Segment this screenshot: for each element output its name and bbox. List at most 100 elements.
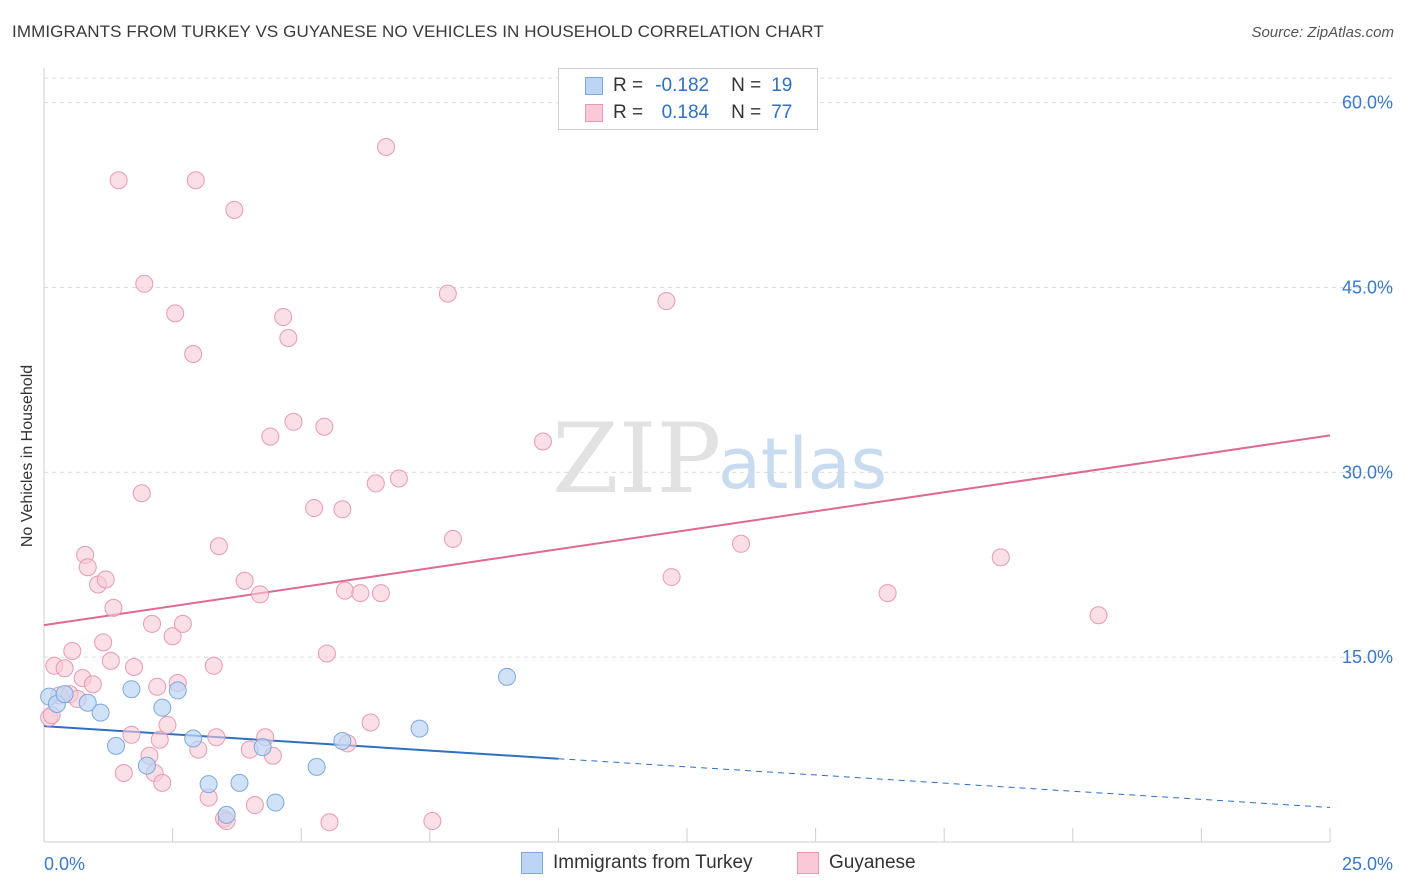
legend-label-turkey: Immigrants from Turkey [553,852,753,873]
legend-item-guyanese: Guyanese [797,852,916,874]
point-turkey [230,773,249,792]
y-tick-labels: 15.0% 30.0% 45.0% 60.0% [1342,93,1393,668]
source-credit: Source: ZipAtlas.com [1251,24,1394,41]
point-guyanese [109,171,128,190]
legend-row-turkey: R = -0.182 N = 19 [585,73,792,99]
point-guyanese [209,537,228,556]
point-guyanese [662,568,681,587]
point-guyanese [320,813,339,832]
point-guyanese [104,598,123,617]
point-turkey [107,736,126,755]
point-guyanese [204,656,223,675]
point-turkey [168,681,187,700]
data-points [40,138,1108,832]
legend-swatch-turkey [521,852,543,874]
point-guyanese [207,728,226,747]
point-guyanese [158,715,177,734]
point-turkey [91,703,110,722]
legend-r-value-turkey: -0.182 [655,75,710,96]
point-turkey [217,805,236,824]
point-guyanese [657,292,676,311]
y-tick-label: 45.0% [1342,277,1393,297]
legend-row-guyanese: R = 0.184 N = 77 [585,100,792,126]
point-guyanese [153,773,172,792]
point-guyanese [96,570,115,589]
point-guyanese [274,308,293,327]
legend-label-guyanese: Guyanese [829,852,916,873]
legend-r-label: R = [613,102,644,123]
point-guyanese [251,585,270,604]
point-guyanese [305,499,324,518]
point-guyanese [351,584,370,603]
point-guyanese [225,200,244,219]
legend-swatch-guyanese [585,104,603,122]
correlation-legend: R = -0.182 N = 19 R = 0.184 N = 77 [558,68,818,130]
point-guyanese [361,713,380,732]
x-tick-label-max: 25.0% [1342,854,1393,874]
point-turkey [410,719,429,738]
watermark-zip: ZIP [552,403,721,515]
point-guyanese [83,675,102,694]
point-guyanese [533,432,552,451]
point-guyanese [261,427,280,446]
legend-r-label: R = [613,75,644,96]
point-guyanese [245,796,264,815]
legend-n-label: N = [731,75,762,96]
trend-line-turkey-extrapolated [558,758,1331,808]
legend-n-value-turkey: 19 [771,75,793,96]
point-guyanese [101,651,120,670]
chart-title: IMMIGRANTS FROM TURKEY VS GUYANESE NO VE… [12,22,824,41]
point-turkey [307,757,326,776]
point-guyanese [335,581,354,600]
point-guyanese [163,627,182,646]
legend-r-value-guyanese: 0.184 [661,102,710,123]
point-guyanese [389,469,408,488]
point-turkey [266,793,285,812]
legend-n-label: N = [731,102,762,123]
y-tick-label: 60.0% [1342,93,1393,113]
point-turkey [137,756,156,775]
point-guyanese [315,417,334,436]
grid-lines [44,77,1393,658]
point-turkey [199,775,218,794]
y-tick-label: 15.0% [1342,647,1393,667]
y-tick-label: 30.0% [1342,462,1393,482]
point-turkey [122,680,141,699]
point-guyanese [1089,606,1108,625]
point-guyanese [366,474,385,493]
axes [43,68,1331,843]
point-guyanese [114,763,133,782]
legend-n-value-guyanese: 77 [771,102,793,123]
point-guyanese [150,730,169,749]
point-guyanese [317,644,336,663]
point-guyanese [732,534,751,553]
point-turkey [153,698,172,717]
point-guyanese [122,725,141,744]
point-guyanese [377,138,396,157]
point-turkey [497,667,516,686]
point-turkey [253,738,272,757]
legend-item-turkey: Immigrants from Turkey [521,852,753,874]
point-guyanese [991,548,1010,567]
point-guyanese [55,659,74,678]
point-guyanese [166,304,185,323]
point-guyanese [132,484,151,503]
point-guyanese [333,500,352,519]
point-turkey [333,731,352,750]
point-guyanese [235,571,254,590]
x-tick-label-min: 0.0% [44,854,85,874]
point-guyanese [878,584,897,603]
point-guyanese [423,812,442,831]
legend-swatch-turkey [585,77,603,95]
point-guyanese [284,412,303,431]
point-guyanese [443,529,462,548]
point-guyanese [143,614,162,633]
legend-swatch-guyanese [797,852,819,874]
point-guyanese [186,171,205,190]
watermark-atlas: atlas [718,423,887,505]
point-guyanese [63,642,82,660]
point-guyanese [125,658,144,677]
point-guyanese [78,558,97,577]
point-guyanese [148,677,167,696]
